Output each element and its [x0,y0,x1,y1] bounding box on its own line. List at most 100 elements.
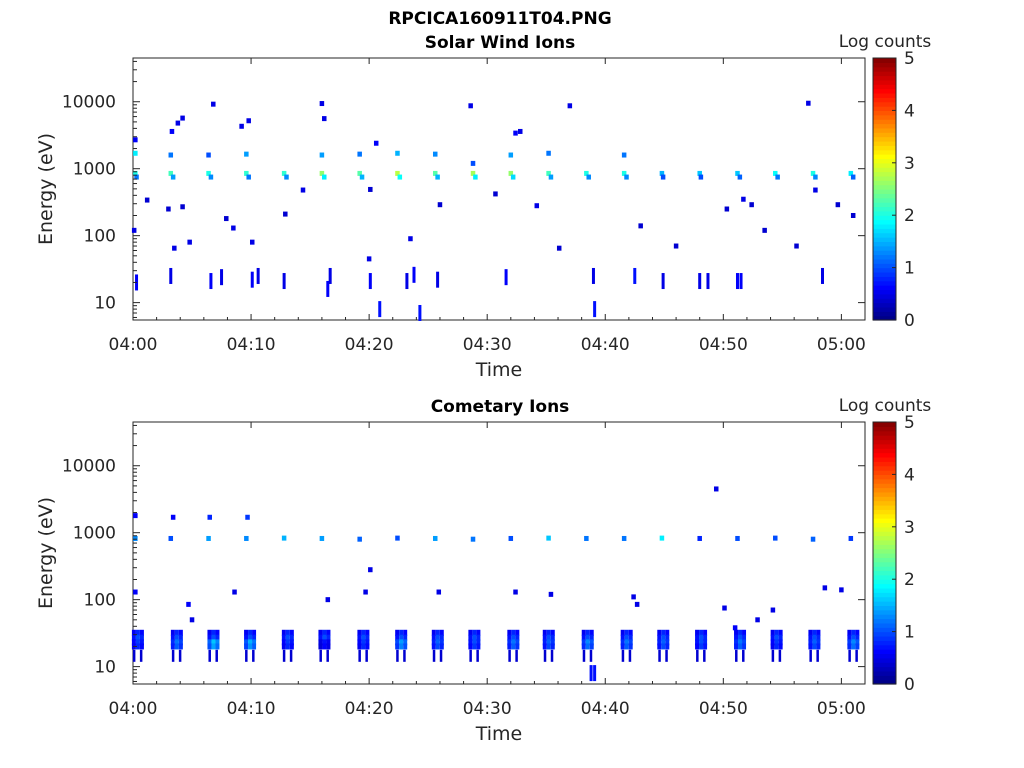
data-cell [847,639,852,646]
colorbar-segment [873,202,896,208]
data-spike [589,649,593,662]
data-spike [282,649,286,662]
data-cell [285,634,290,641]
data-cell [211,101,216,107]
data-cell [581,629,586,636]
data-spike [703,649,706,662]
colorbar-segment [873,574,896,580]
data-cell [584,535,589,541]
colorbar-segment [873,614,896,620]
data-spike [665,649,668,662]
data-cell [585,629,590,636]
data-cell [665,639,670,646]
x-axis-label: Time [475,359,523,381]
data-cell [755,617,760,623]
data-cell [735,170,740,176]
data-cell [207,634,212,641]
colorbar-segment [873,162,896,168]
data-cell [624,643,629,650]
colorbar-segment [873,101,896,107]
data-cell [175,120,181,126]
data-cell [508,535,514,541]
colorbar-segment [873,280,896,286]
data-cell [135,643,140,650]
data-cell [300,187,306,193]
colorbar-segment [873,522,896,528]
data-cell [778,629,783,636]
colorbar-segment [873,627,896,633]
data-cell [135,629,140,636]
data-cell [281,634,286,641]
data-cell [778,634,783,641]
data-cell [168,170,174,176]
data-spike [515,649,518,662]
data-cell [284,174,289,180]
data-spike [403,649,406,662]
data-cell [252,643,257,650]
data-cell [246,174,251,180]
data-cell [775,174,780,180]
data-cell [244,634,249,641]
data-cell [742,629,747,636]
colorbar-segment [873,180,896,186]
data-cell [224,216,229,222]
data-cell [851,634,856,641]
colorbar-segment [873,587,896,593]
data-cell [816,643,821,650]
data-cell [139,639,144,646]
data-cell [624,629,629,636]
data-cell [515,639,520,646]
data-spike [328,267,332,284]
colorbar-segment [873,75,896,81]
colorbar-segment [873,114,896,120]
colorbar-segment [873,452,896,458]
colorbar-segment [873,644,896,650]
data-cell [673,243,679,249]
data-spike [698,273,702,290]
data-cell [778,639,783,646]
data-cell [657,643,662,650]
data-cell [207,514,212,520]
data-cell [206,152,211,158]
data-cell [510,174,516,180]
data-cell [470,160,476,166]
colorbar-tick-label: 4 [904,101,915,121]
data-cell [507,634,512,641]
data-cell [403,629,408,636]
data-cell [734,629,739,636]
data-cell [178,639,183,646]
data-cell [508,152,514,158]
colorbar-segment [873,184,896,190]
data-cell [244,151,249,157]
y-tick-label: 10000 [62,93,116,113]
data-cell [244,170,249,176]
data-cell [703,629,708,636]
data-cell [620,643,625,650]
data-cell [542,629,547,636]
colorbar-segment [873,123,896,129]
colorbar-segment [873,97,896,103]
data-cell [408,236,413,242]
data-cell [624,634,629,641]
data-cell [399,639,404,646]
data-cell [431,629,436,636]
data-spike [319,649,322,662]
data-cell [773,170,778,176]
y-tick-label: 1000 [73,524,116,544]
data-cell [621,152,627,158]
data-cell [252,634,257,641]
colorbar-segment [873,548,896,554]
data-cell [166,206,171,212]
data-cell [439,639,444,646]
data-cell [361,643,366,650]
data-cell [133,513,138,519]
plot-area [132,57,866,321]
colorbar-segment [873,679,896,685]
data-cell [589,629,594,636]
data-cell [211,639,216,646]
data-cell [628,639,633,646]
data-spike [418,304,422,321]
data-cell [661,629,666,636]
colorbar-segment [873,662,896,668]
data-cell [170,629,175,636]
